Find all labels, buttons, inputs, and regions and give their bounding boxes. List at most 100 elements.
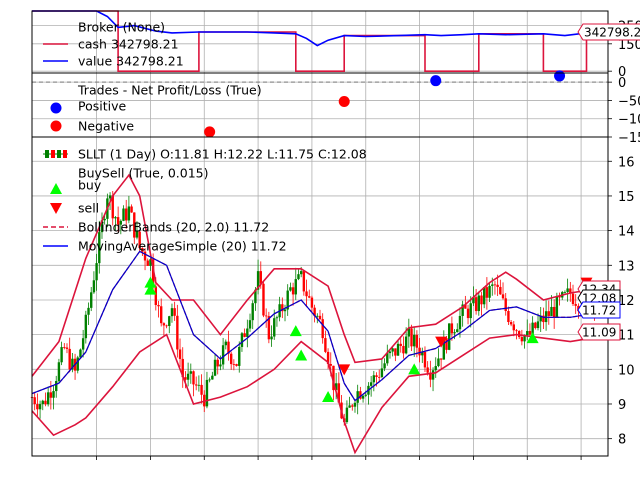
legend-swatch-candle [51, 150, 55, 158]
candle-body [458, 315, 462, 330]
candle-body [515, 330, 518, 332]
candle-body [310, 297, 314, 308]
candle-body [213, 359, 217, 376]
candle-body [536, 321, 540, 329]
candle-body [46, 392, 50, 405]
candle-body [391, 348, 394, 352]
y-tick-label: −100 [618, 113, 640, 128]
candle-body [456, 329, 459, 333]
candle-body [135, 231, 139, 238]
buy-marker [289, 325, 302, 337]
candle-body [60, 347, 63, 363]
candle-body [466, 308, 470, 319]
candle-body [509, 322, 513, 325]
candle-body [491, 284, 494, 286]
candle-body [194, 384, 198, 386]
candle-body [154, 286, 158, 305]
legend-swatch-buy [50, 183, 62, 194]
last-value-text: 11.09 [582, 326, 616, 340]
legend-swatch-candle [57, 150, 61, 158]
legend-label: Positive [78, 99, 126, 114]
candle-body [238, 346, 241, 366]
legend-swatch-sell [50, 203, 62, 214]
candle-body [499, 286, 502, 295]
candle-body [170, 308, 174, 317]
candle-body [79, 349, 82, 358]
candle-body [482, 287, 486, 305]
candle-body [197, 384, 201, 386]
candle-body [149, 259, 152, 266]
candle-body [157, 304, 160, 307]
legend-swatch-candle [63, 150, 67, 158]
candle-body [442, 338, 446, 360]
candle-body [108, 195, 112, 199]
candle-body [178, 349, 182, 359]
candle-body [439, 358, 443, 360]
sell-marker [338, 364, 351, 376]
candle-body [574, 304, 577, 306]
candle-body [235, 364, 238, 366]
candle-body [332, 365, 335, 391]
candle-body [71, 358, 74, 370]
value-label-box [577, 23, 640, 41]
candle-body [176, 315, 179, 350]
candle-body [299, 271, 303, 275]
candle-body [383, 363, 386, 369]
legend-label: buy [78, 178, 102, 193]
candle-body [216, 359, 219, 367]
candle-body [208, 379, 211, 381]
candle-body [396, 343, 400, 356]
last-value-text: 11.72 [582, 304, 616, 318]
series-line-value [32, 10, 609, 47]
candle-body [345, 407, 349, 423]
legend-layer: Broker (None) cash 342798.21 value 342798.… [43, 20, 367, 254]
candle-body [563, 291, 567, 293]
candle-body [92, 280, 96, 293]
candle-body [302, 271, 306, 292]
candle-body [294, 279, 297, 295]
candle-body [289, 287, 292, 291]
candle-body [127, 206, 131, 221]
candle-body [431, 370, 435, 380]
last-value-box [577, 323, 621, 341]
candle-body [55, 380, 58, 392]
candle-body [437, 358, 440, 367]
candle-body [410, 328, 413, 347]
legend-swatch-candle [45, 150, 49, 158]
y-tick-label: 12 [618, 294, 635, 309]
candle-body [423, 351, 427, 368]
sell-marker [435, 336, 448, 348]
candle-body [421, 351, 424, 356]
candle-body [542, 315, 545, 323]
legend-label: BuySell (True, 0.015) [78, 166, 208, 181]
y-tick-label: −50 [618, 94, 640, 109]
trade-negative-point [338, 96, 350, 108]
candle-body [375, 375, 378, 377]
candle-body [517, 331, 521, 338]
legend-label: cash 342798.21 [78, 37, 179, 52]
candle-body [240, 333, 244, 347]
sma-line [31, 250, 603, 402]
y-tick-label: −150 [618, 131, 640, 146]
candle-body [84, 314, 88, 339]
candle-body [122, 208, 125, 221]
candle-body [372, 375, 376, 383]
candle-body [138, 231, 141, 249]
y-tick-label: 8 [618, 433, 626, 448]
candle-body [165, 325, 168, 327]
candle-body [125, 208, 128, 221]
candle-body [270, 336, 273, 340]
candle-body [291, 287, 295, 295]
candle-body [547, 311, 550, 316]
candle-body [329, 364, 332, 366]
tick-layer: 01502500−50−100−1508910111213141516 [96, 20, 640, 460]
bollinger-bottom-line [31, 330, 604, 455]
trade-negative-point [204, 126, 216, 138]
candle-body [453, 332, 456, 334]
legend-swatch-2 [50, 120, 62, 132]
candle-body [49, 392, 53, 398]
candle-body [434, 366, 437, 371]
candle-body [461, 304, 464, 316]
y-tick-label: 150 [618, 38, 640, 53]
